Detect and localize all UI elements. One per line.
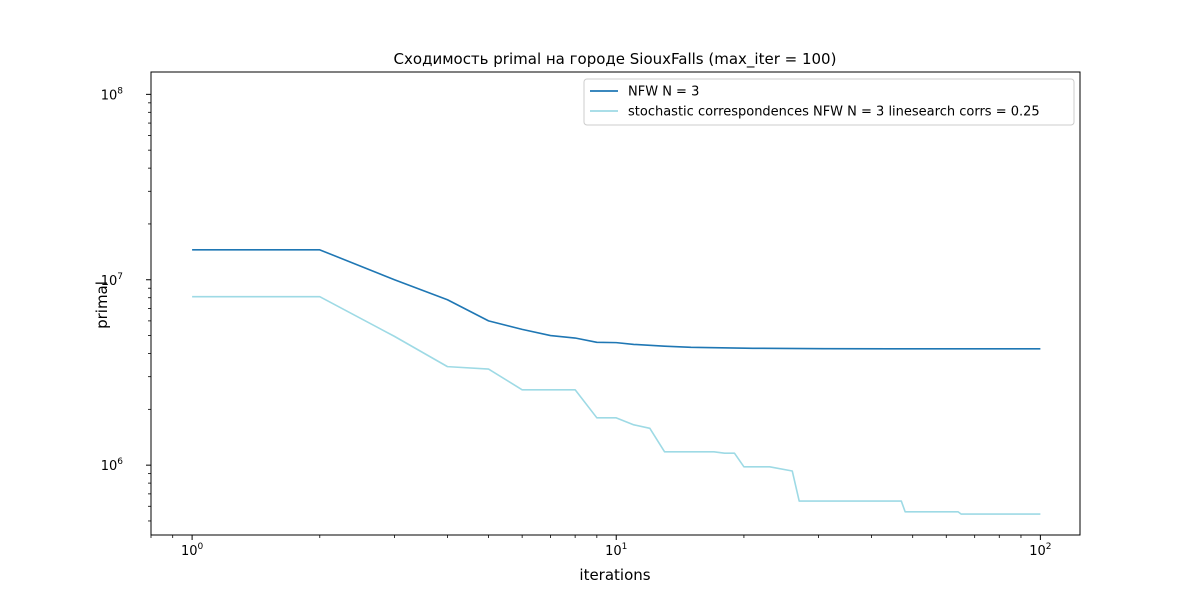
chart-title: Сходимость primal на городе SiouxFalls (… [394, 50, 837, 69]
plot-frame [150, 71, 1081, 536]
legend-label-1: NFW N = 3 [628, 85, 699, 100]
series-line-2 [192, 295, 1041, 515]
x-axis-label: iterations [579, 566, 650, 584]
legend-box [583, 78, 1075, 126]
y-axis-label: primal [93, 281, 111, 329]
series-line-1 [192, 249, 1041, 350]
legend: NFW N = 3 stochastic correspondences NFW … [583, 78, 1075, 126]
legend-label-2: stochastic correspondences NFW N = 3 lin… [628, 105, 1040, 120]
series-layer [192, 249, 1041, 515]
